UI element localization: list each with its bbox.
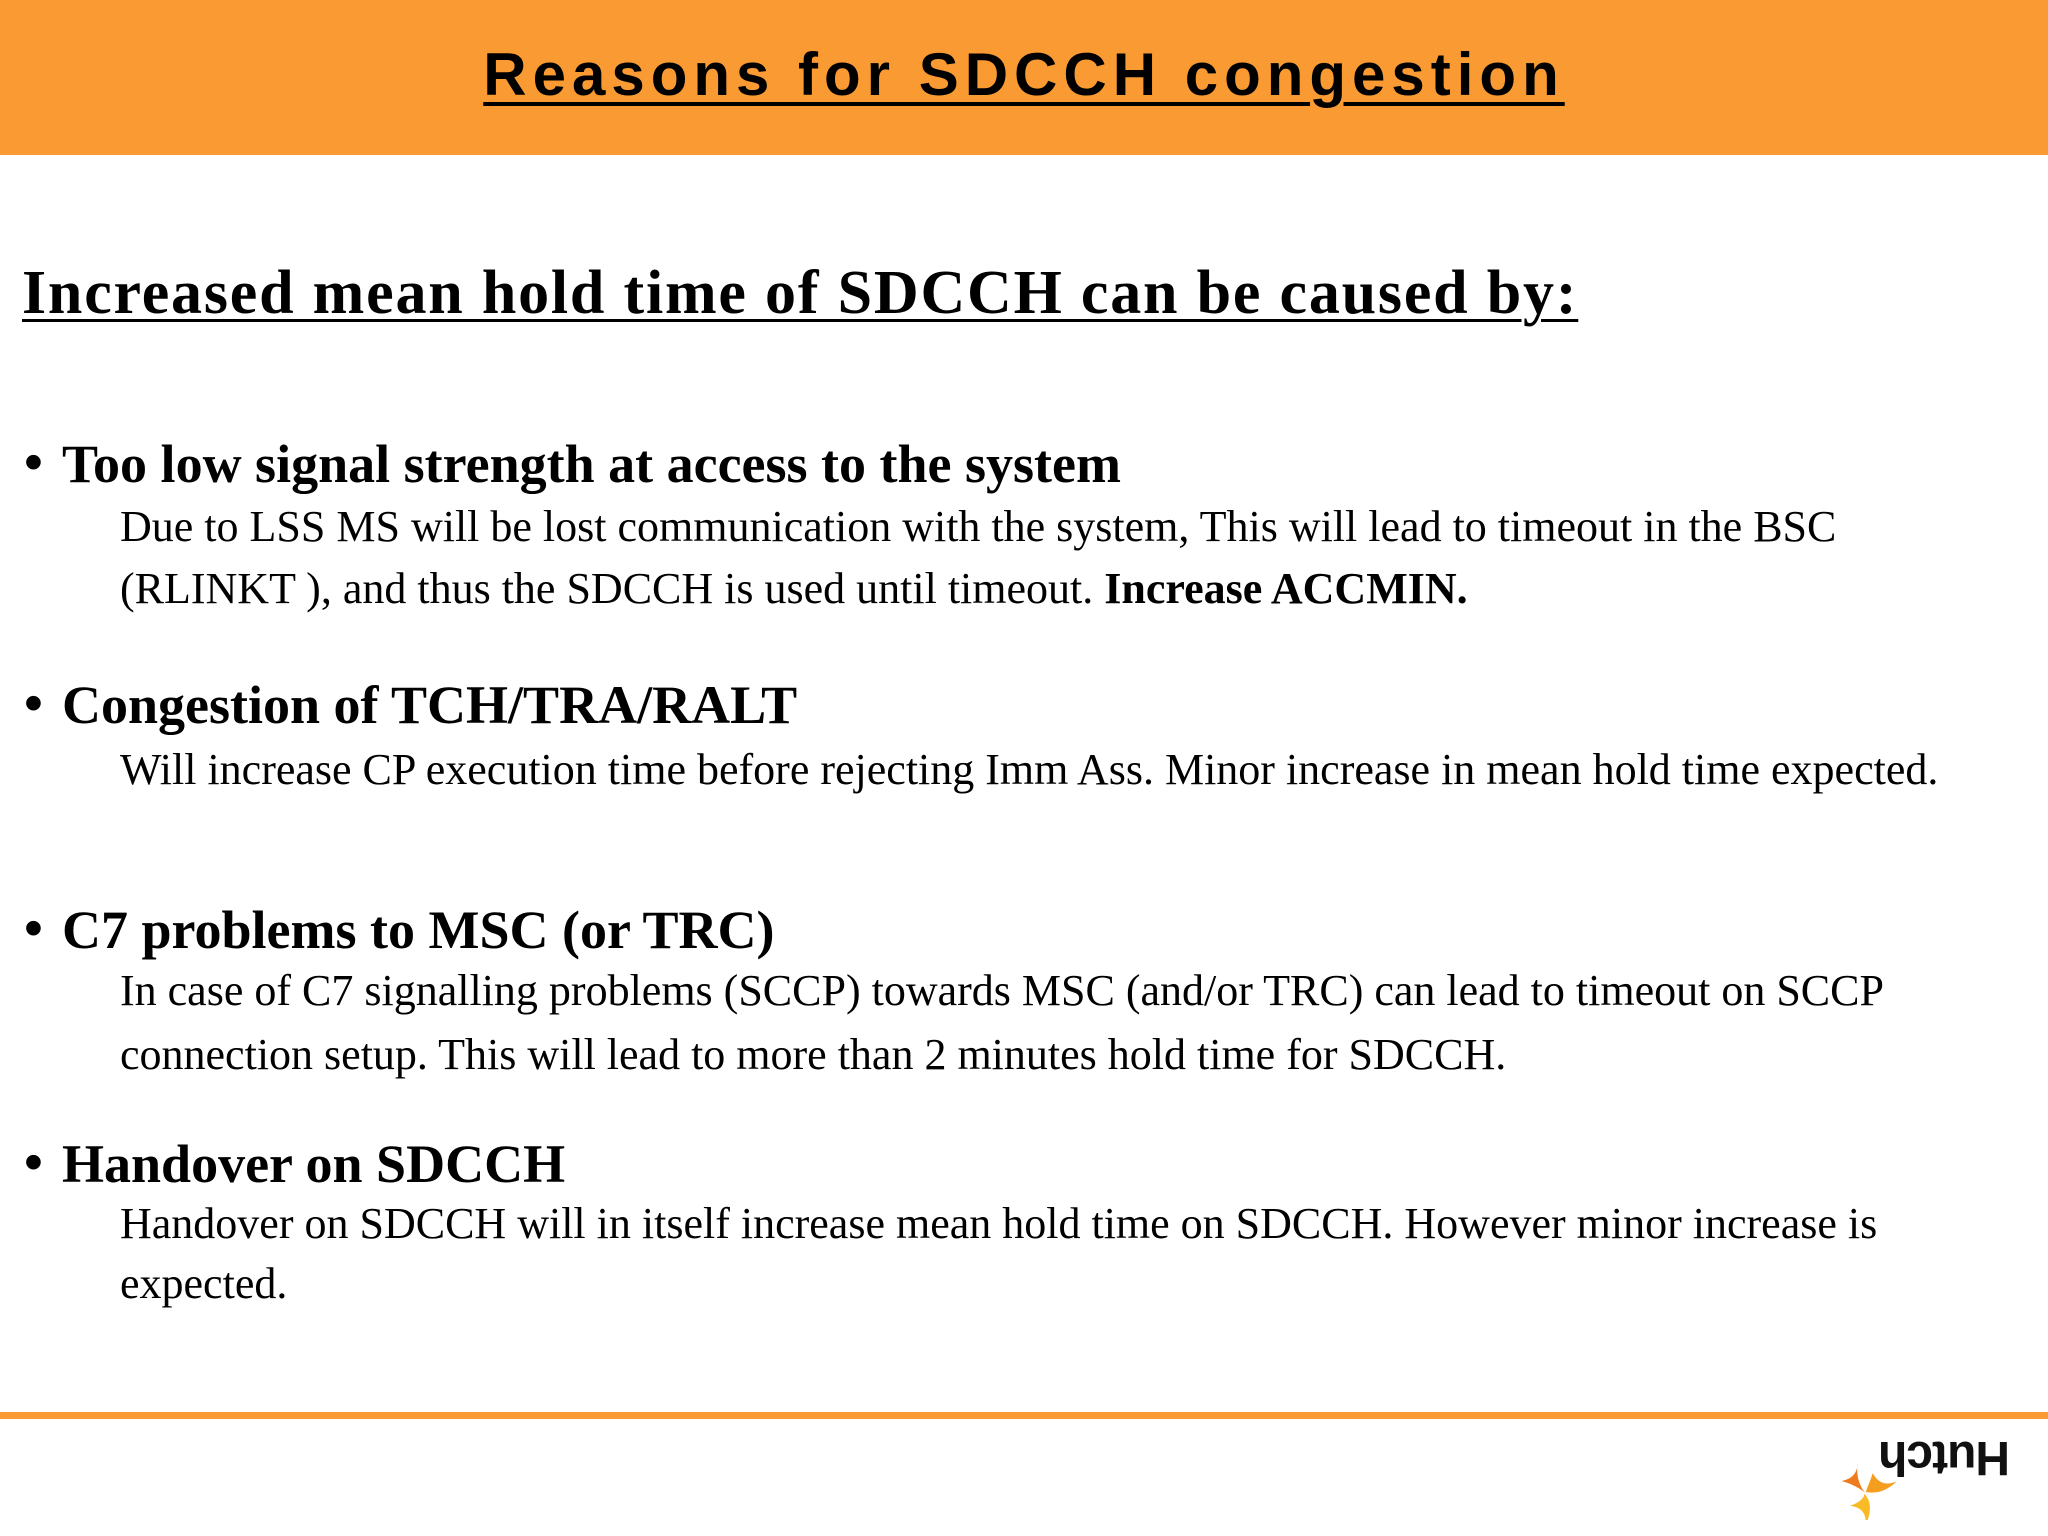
svg-text:Hutch: Hutch (1879, 1431, 2010, 1484)
